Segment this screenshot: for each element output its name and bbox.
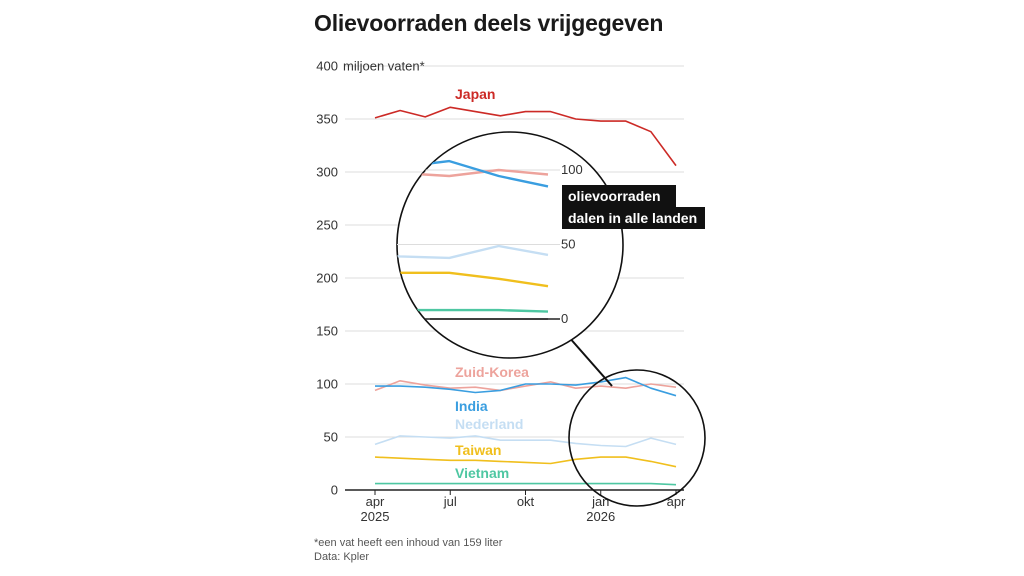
x-tick-year: 2025 <box>361 509 390 524</box>
y-tick-label: 200 <box>316 271 338 286</box>
series-line-india <box>375 376 677 397</box>
series-labels: Japan Zuid-Korea India Nederland Taiwan Vietn… <box>455 86 529 481</box>
series-lines <box>374 106 677 486</box>
series-label-india: India <box>455 398 488 414</box>
y-tick-label: 300 <box>316 165 338 180</box>
y-tick-label: 50 <box>324 430 338 445</box>
inset-y-tick-label: 50 <box>561 237 575 252</box>
footnote: *een vat heeft een inhoud van 159 liter <box>314 537 503 549</box>
x-tick-label: jul <box>443 494 457 509</box>
x-tick-label: apr <box>667 494 686 509</box>
y-axis-ticks: 0 50 100 150 200 250 300 350 400 miljoen vaten* <box>316 59 424 498</box>
annotation-text: olievoorraden <box>568 188 661 204</box>
inset-series-line-zuid-korea <box>397 168 549 178</box>
y-tick-label: 400 <box>316 59 338 74</box>
inset-series-line-taiwan <box>397 271 549 288</box>
source: Data: Kpler <box>314 551 370 563</box>
series-line-zuid-korea <box>374 379 677 392</box>
x-tick-label: okt <box>517 494 535 509</box>
x-tick-label: apr <box>366 494 385 509</box>
chart-title: Olievoorraden deels vrijgegeven <box>314 10 664 36</box>
series-label-vietnam: Vietnam <box>455 465 509 481</box>
zoom-inset: 0 50 100 olievoorraden dalen in alle landen <box>396 131 706 507</box>
annotation-box <box>562 185 676 207</box>
inset-series-line-vietnam <box>397 308 549 313</box>
series-label-taiwan: Taiwan <box>455 442 501 458</box>
inset-series-line-india <box>397 159 549 188</box>
annotation-text: dalen in alle landen <box>568 210 697 226</box>
y-tick-label: 250 <box>316 218 338 233</box>
zoom-source-circle <box>568 369 706 507</box>
y-tick-label: 0 <box>331 483 338 498</box>
x-tick-label: jan <box>591 494 609 509</box>
series-line-japan <box>374 106 677 167</box>
footnote-block: *een vat heeft een inhoud van 159 liter … <box>314 536 502 564</box>
series-label-zuid-korea: Zuid-Korea <box>455 364 529 380</box>
inset-series-line-nederland <box>397 244 549 260</box>
series-line-vietnam <box>375 482 677 486</box>
zoom-inset-plot <box>397 159 560 320</box>
inset-y-tick-label: 100 <box>561 162 583 177</box>
y-axis-unit-label: miljoen vaten* <box>343 59 425 74</box>
y-tick-label: 350 <box>316 112 338 127</box>
series-label-nederland: Nederland <box>455 416 523 432</box>
y-tick-label: 100 <box>316 377 338 392</box>
annotation-box <box>562 207 705 229</box>
series-line-nederland <box>374 435 677 448</box>
series-line-taiwan <box>374 456 677 468</box>
inset-y-tick-label: 0 <box>561 311 568 326</box>
series-label-japan: Japan <box>455 86 495 102</box>
y-tick-label: 150 <box>316 324 338 339</box>
x-tick-year: 2026 <box>586 509 615 524</box>
